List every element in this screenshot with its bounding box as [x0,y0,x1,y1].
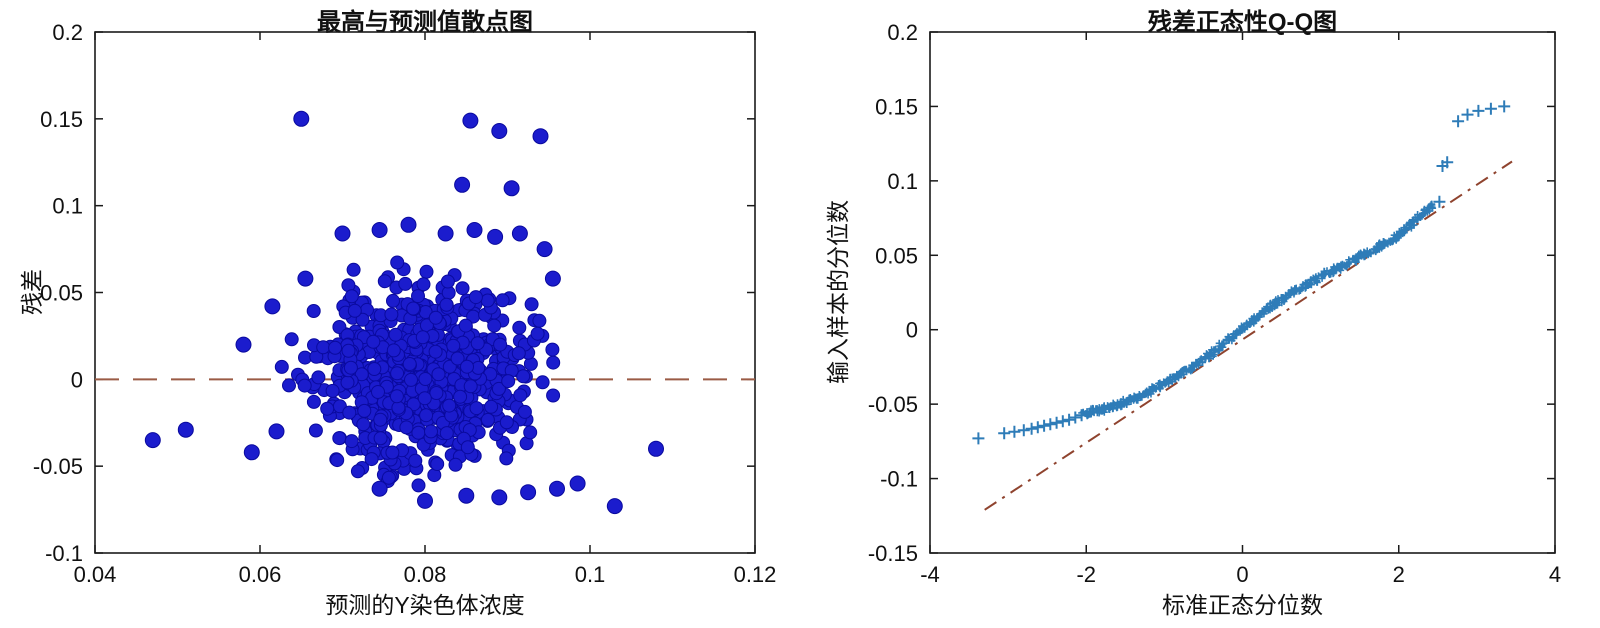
qq-dense-points [1078,200,1437,420]
reference-line [984,160,1513,511]
x-tick-label: 0.08 [404,562,447,587]
residual-scatter-chart: 最高与预测值散点图 残差 预测的Y染色体浓度 0.04 0.06 0.08 0.1 0.… [0,0,790,628]
y-tick-label: 0.15 [875,94,918,119]
qq-plot-svg: -4 -2 0 2 4 -0.15 -0.1 -0.05 0 0.05 0.1 0.15 0.2 [868,20,1561,587]
x-tick-label: 0.06 [239,562,282,587]
qq-plot-chart: 残差正态性Q-Q图 输入样本的分位数 标准正态分位数 -4 -2 0 2 4 -0.15-… [810,0,1600,628]
qq-tail-points [972,100,1511,445]
y-tick-label: -0.1 [880,467,918,492]
axes: 0.04 0.06 0.08 0.1 0.12 -0.1 -0.05 0 0.05 0.1 0.15… [33,20,777,587]
x-tick-label: -4 [920,562,940,587]
axes: -4 -2 0 2 4 -0.15 -0.1 -0.05 0 0.05 0.1 0.15 0.2 [868,20,1561,587]
y-tick-label: 0 [906,318,918,343]
x-tick-label: -2 [1076,562,1096,587]
y-tick-label: -0.1 [45,541,83,566]
y-tick-label: -0.15 [868,541,918,566]
x-tick-label: 0.1 [575,562,606,587]
y-tick-label: 0 [71,367,83,392]
y-tick-label: -0.05 [33,454,83,479]
y-tick-label: 0.05 [875,243,918,268]
y-tick-label: 0.15 [40,107,83,132]
outlier-points [144,110,664,515]
y-tick-label: 0.1 [887,169,918,194]
x-axis-label: 标准正态分位数 [1162,592,1323,618]
y-tick-label: 0.05 [40,281,83,306]
y-tick-label: 0.2 [52,20,83,45]
x-tick-label: 0.04 [74,562,117,587]
x-axis-label: 预测的Y染色体浓度 [325,592,525,618]
y-tick-label: -0.05 [868,392,918,417]
scatter-plot-svg: 0.04 0.06 0.08 0.1 0.12 -0.1 -0.05 0 0.05 0.1 0.15… [33,20,777,587]
x-tick-label: 0.12 [734,562,777,587]
x-tick-label: 0 [1236,562,1248,587]
x-tick-label: 4 [1549,562,1561,587]
y-tick-label: 0.1 [52,194,83,219]
scatter-points [274,255,561,493]
x-tick-label: 2 [1393,562,1405,587]
y-tick-label: 0.2 [887,20,918,45]
